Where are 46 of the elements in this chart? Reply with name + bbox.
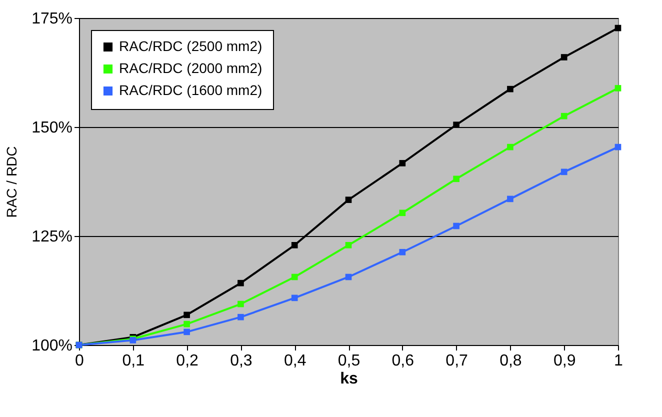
point (507, 86, 514, 92)
point (291, 242, 298, 248)
x-tick-label: 0,8 (500, 352, 522, 370)
x-tick-label: 1 (614, 352, 624, 370)
legend-label: RAC/RDC (2000 mm2) (119, 60, 262, 76)
x-axis-title: ks (340, 370, 358, 388)
point (614, 24, 622, 32)
point (291, 274, 298, 280)
point (614, 85, 622, 92)
x-tick-label: 0,9 (553, 352, 576, 370)
point (399, 248, 406, 256)
x-tick-label: 0,3 (230, 352, 252, 370)
point (184, 312, 190, 318)
point (453, 222, 460, 230)
x-tick-label: 0,4 (284, 352, 306, 370)
x-tick-label: 0 (75, 352, 84, 370)
x-tick-label: 0,6 (392, 352, 414, 370)
x-tick-label: 0,2 (176, 352, 199, 370)
point (238, 300, 244, 308)
point (560, 168, 568, 176)
point (453, 176, 460, 182)
y-tick-label: 100% (32, 338, 72, 354)
point (614, 144, 622, 150)
point (184, 328, 190, 336)
y-axis-title: RAC / RDC (4, 146, 20, 218)
x-tick-label: 0,5 (338, 352, 360, 370)
point (507, 144, 514, 150)
x-tick-label: 0,7 (446, 352, 468, 370)
point (345, 196, 352, 203)
point (507, 196, 514, 202)
point (560, 54, 568, 60)
legend-label: RAC/RDC (1600 mm2) (119, 82, 262, 98)
point (345, 274, 352, 280)
y-tick-label: 125% (32, 228, 72, 246)
point (345, 242, 352, 248)
y-tick-label: 175% (32, 10, 72, 28)
point (399, 210, 406, 216)
point (184, 320, 190, 328)
x-tick-label: 0,1 (122, 352, 145, 370)
point (560, 112, 568, 120)
point (238, 314, 244, 320)
legend-label: RAC/RDC (2500 mm2) (119, 38, 262, 54)
point (238, 280, 244, 286)
point (291, 294, 298, 302)
y-tick-label: 150% (32, 120, 72, 136)
point (399, 160, 406, 166)
